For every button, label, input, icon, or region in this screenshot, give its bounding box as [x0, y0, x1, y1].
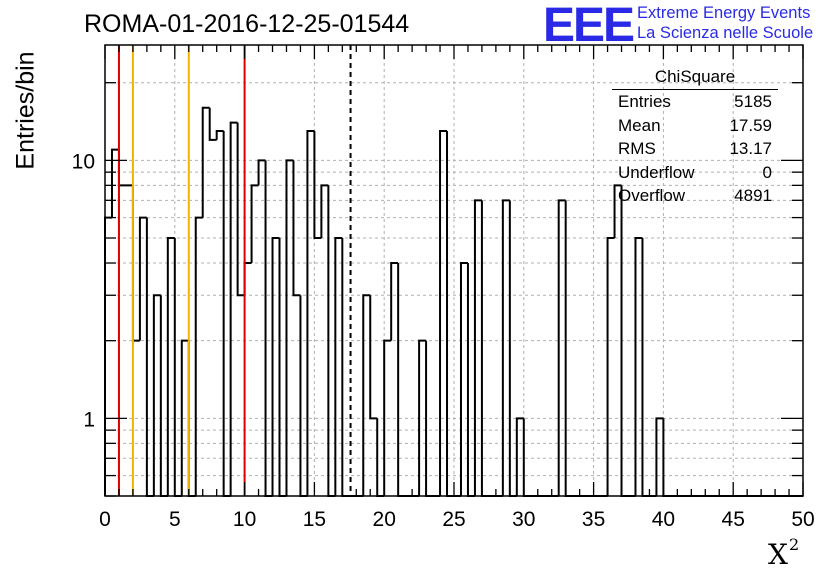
stats-row-rms: RMS 13.17: [612, 137, 778, 161]
histogram-bin: [285, 159, 294, 496]
histogram-bin: [655, 417, 664, 496]
y-tick-labels: 1 10: [72, 150, 95, 431]
y-tick-label: 10: [72, 150, 95, 173]
histogram-bin: [201, 106, 210, 218]
histogram-bin: [564, 200, 573, 497]
histogram-bin: [194, 216, 203, 496]
histogram-bin: [117, 149, 126, 187]
histogram-bin: [418, 339, 427, 496]
histogram-bin: [152, 294, 161, 496]
histogram-bin: [313, 130, 322, 240]
histogram-bin: [110, 148, 119, 218]
histogram-bin: [264, 160, 273, 497]
histogram-bin: [613, 184, 622, 239]
stats-value: 4891: [734, 186, 772, 205]
x-tick-label: 25: [442, 508, 465, 531]
reference-lines: [117, 45, 352, 496]
chart-title: ROMA-01-2016-12-25-01544: [84, 10, 410, 38]
x-tick-label: 15: [303, 508, 326, 531]
stats-value: 0: [762, 162, 772, 182]
histogram-bin: [159, 295, 168, 497]
logo-line-1: Extreme Energy Events: [637, 4, 811, 22]
x-tick-label: 35: [582, 508, 605, 531]
histogram-bin: [383, 339, 392, 496]
x-tick-label: 20: [373, 508, 396, 531]
histogram-bin: [334, 237, 343, 496]
histogram-bin: [362, 294, 371, 496]
histogram-bin: [480, 200, 489, 497]
histogram-bin: [173, 238, 182, 497]
histogram-bin: [466, 263, 475, 497]
stats-row-entries: Entries 5185: [612, 90, 778, 114]
x-tick-label: 40: [652, 508, 675, 531]
histogram-bin: [606, 237, 615, 496]
y-tick-label: 1: [83, 408, 95, 431]
histogram-bin: [306, 129, 315, 496]
stats-row-underflow: Underflow 0: [612, 161, 778, 185]
histogram-bin: [557, 199, 566, 496]
histogram-bin: [145, 217, 154, 497]
stats-value: 17.59: [729, 115, 772, 135]
histogram-bin: [138, 216, 147, 341]
histogram-bin: [278, 238, 287, 497]
histogram-bin: [369, 295, 378, 420]
stats-label: Mean: [618, 115, 661, 135]
histogram-bin: [473, 199, 482, 496]
histogram-bin: [243, 262, 252, 296]
x-tick-label: 10: [233, 508, 256, 531]
x-tick-labels: 0 5 10 15 20 25 30 35 40 45 50: [99, 508, 815, 531]
histogram-bin: [515, 417, 524, 496]
histogram-bin: [299, 295, 308, 497]
y-axis-label: Entries/bin: [11, 51, 40, 170]
stats-value: 13.17: [729, 139, 772, 158]
histogram-bin: [166, 237, 175, 496]
grid-lines: [105, 45, 803, 496]
x-tick-label: 50: [791, 508, 814, 531]
logo-line-2: La Scienza nelle Scuole: [637, 24, 814, 42]
histogram-bin: [215, 129, 224, 140]
histogram-bin: [459, 262, 468, 496]
histogram-bin: [390, 262, 399, 341]
x-tick-label: 45: [722, 508, 745, 531]
x-axis-label-superscript: 2: [788, 535, 800, 554]
x-tick-label: 0: [99, 508, 111, 531]
histogram-bin: [271, 237, 280, 496]
stats-label: Entries: [618, 92, 671, 111]
histogram-bin: [180, 339, 189, 496]
histogram-bin: [320, 184, 329, 239]
axis-ticks: [104, 45, 804, 497]
histogram-bin: [292, 160, 301, 297]
histogram-bin: [641, 238, 650, 497]
stats-row-overflow: Overflow 4891: [612, 184, 778, 208]
x-axis-label-base: X: [768, 538, 788, 571]
stats-label: RMS: [618, 139, 656, 158]
histogram-bin: [634, 237, 643, 496]
x-tick-label: 30: [512, 508, 535, 531]
histogram-bin: [501, 199, 510, 496]
histogram-bin: [397, 263, 406, 497]
histogram-bin: [341, 238, 350, 497]
histogram-bin: [439, 129, 448, 496]
histogram-bin: [508, 200, 517, 497]
stats-box: ChiSquare Entries 5185 Mean 17.59 RMS 13…: [612, 67, 778, 208]
histogram-bin: [236, 122, 245, 297]
histogram-bin: [250, 184, 259, 264]
histogram-bin: [257, 159, 266, 186]
x-tick-label: 5: [169, 508, 181, 531]
stats-label: Underflow: [618, 162, 695, 182]
histogram-bin: [104, 216, 112, 496]
x-axis-label: X2: [768, 535, 799, 571]
histogram-bin: [229, 121, 238, 496]
stats-value: 5185: [734, 92, 772, 111]
stats-title: ChiSquare: [612, 67, 778, 90]
histogram-bin: [208, 107, 217, 141]
stats-row-mean: Mean 17.59: [612, 114, 778, 138]
eee-logo: EEE: [543, 0, 635, 52]
stats-label: Overflow: [618, 186, 686, 205]
